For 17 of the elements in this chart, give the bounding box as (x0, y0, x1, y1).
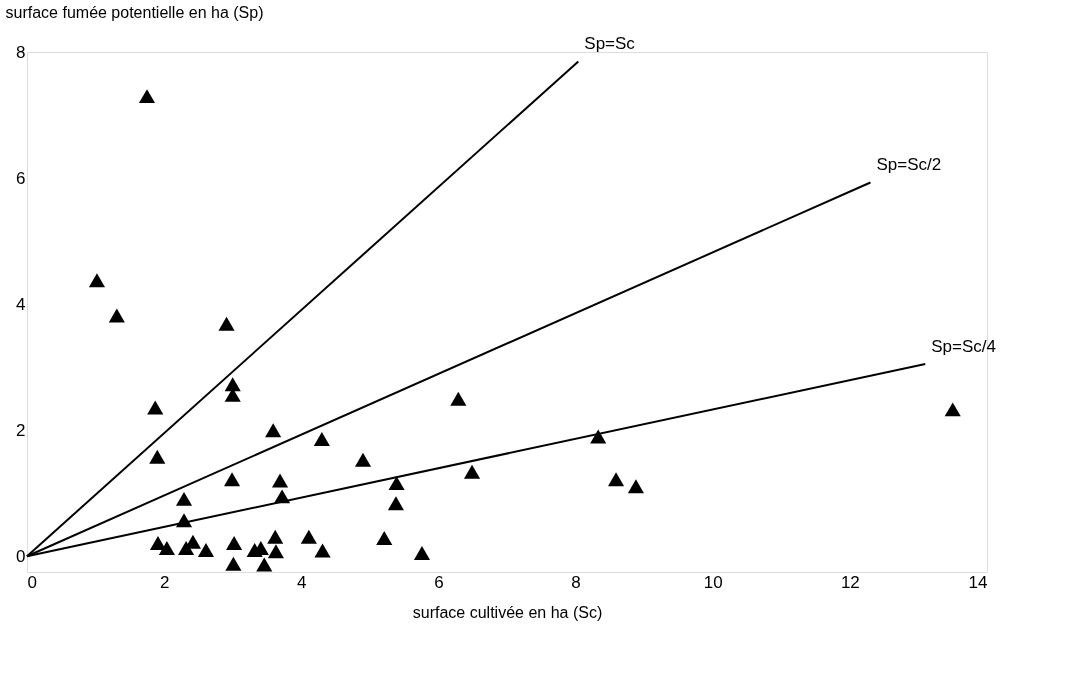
y-tick-label: 2 (16, 420, 26, 440)
x-tick-label: 10 (703, 572, 723, 592)
y-tick-label: 6 (16, 168, 26, 188)
series-label: Sp=Sc (584, 34, 636, 54)
x-tick-label: 2 (159, 572, 170, 592)
y-tick-label: 0 (16, 546, 26, 566)
x-axis-title: surface cultivée en ha (Sc) (412, 603, 603, 621)
series-label: Sp=Sc/2 (876, 155, 942, 175)
x-tick-label: 12 (840, 572, 860, 592)
series-label: Sp=Sc/4 (931, 337, 997, 356)
x-tick-label: 8 (571, 572, 581, 592)
y-tick-label: 8 (16, 42, 26, 62)
y-tick-label: 4 (16, 294, 26, 314)
x-tick-label: 4 (297, 572, 307, 592)
x-tick-label: 14 (968, 572, 988, 592)
x-tick-label: 6 (434, 572, 444, 592)
y-axis-title: surface fumée potentielle en ha (Sp) (5, 4, 264, 22)
